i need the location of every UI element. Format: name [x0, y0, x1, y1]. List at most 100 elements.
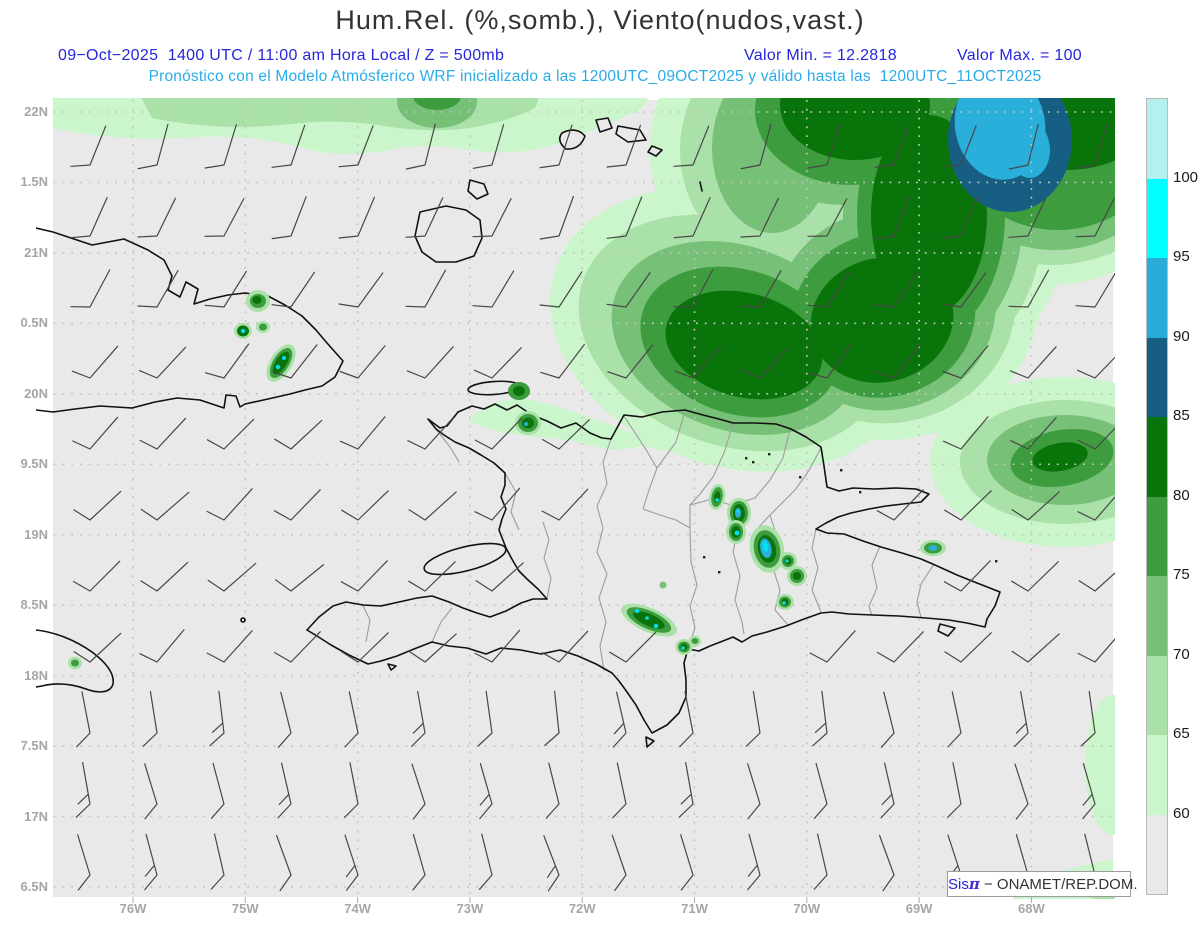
lon-label: 76W — [119, 901, 147, 916]
lat-label: 8.5N — [20, 597, 48, 613]
wind-barb — [474, 629, 521, 663]
wind-barb — [472, 270, 515, 308]
wind-barb — [205, 343, 250, 379]
wind-barb — [140, 491, 190, 521]
wind-barb — [204, 270, 247, 308]
wind-barb — [137, 197, 176, 238]
wind-barb — [479, 763, 493, 820]
wind-barb — [271, 271, 316, 308]
wind-barb — [206, 630, 253, 663]
lon-label: 70W — [793, 901, 821, 916]
wind-barb — [1008, 197, 1047, 238]
wind-barb — [411, 691, 426, 747]
wind-barb — [411, 763, 426, 820]
wind-barb — [340, 560, 388, 592]
wind-barb — [874, 196, 910, 240]
wind-barb — [472, 198, 512, 238]
saona-island — [937, 623, 956, 637]
wind-barb — [274, 419, 323, 450]
lon-label: 69W — [905, 901, 933, 916]
wind-barb — [271, 124, 306, 168]
lat-label: 0.5N — [20, 315, 48, 331]
cuba-coastline — [36, 227, 344, 413]
beata-island — [645, 736, 655, 748]
wind-barb — [277, 691, 292, 748]
wind-barb — [406, 346, 454, 379]
wind-barb — [541, 488, 589, 521]
colorbar-segment — [1147, 417, 1167, 497]
wind-barb — [338, 196, 375, 239]
wind-barb — [474, 487, 521, 521]
wind-barb — [142, 690, 158, 747]
wind-barb — [1014, 691, 1029, 747]
wind-barb — [539, 271, 583, 308]
lat-label: 21N — [24, 244, 48, 260]
wind-barb — [210, 762, 225, 819]
wind-barb — [606, 196, 643, 239]
wind-barb — [880, 691, 895, 748]
wind-barb — [606, 272, 651, 308]
wind-barb — [76, 691, 91, 748]
wind-barb — [475, 562, 524, 592]
colorbar-tick-label: 85 — [1173, 407, 1190, 424]
ile-a-vache — [387, 663, 397, 671]
wind-barb — [544, 690, 560, 747]
wind-barb — [338, 125, 374, 168]
lat-label: 7.5N — [20, 738, 48, 754]
wind-barb — [1011, 561, 1059, 592]
wind-barb — [75, 762, 91, 818]
wind-barb — [339, 345, 386, 379]
wind-barb — [70, 269, 111, 308]
wind-barb — [941, 272, 987, 308]
branding-org: − ONAMET/REP.DOM. — [979, 876, 1138, 893]
wind-barb — [70, 125, 107, 167]
wind-barb — [70, 197, 108, 239]
wind-barb — [206, 418, 255, 450]
wind-barb — [405, 269, 446, 308]
colorbar-tick-label: 80 — [1173, 486, 1190, 504]
wind-barb — [874, 271, 919, 308]
wind-barb — [876, 489, 924, 521]
wind-barb — [144, 833, 158, 891]
colorbar-tick-label: 100 — [1173, 168, 1199, 186]
wind-barb — [344, 691, 359, 748]
wind-barb — [275, 564, 325, 592]
forecast-datetime: 09−Oct−2025 1400 UTC / 11:00 am Hora Loc… — [58, 47, 505, 64]
wind-barb — [139, 629, 185, 663]
colorbar-segment — [1147, 655, 1167, 735]
coastlines-layer — [36, 117, 1001, 748]
wind-barb — [276, 834, 292, 892]
wind-barb — [277, 762, 292, 819]
lat-label: 6.5N — [20, 878, 48, 894]
grand-turk-island — [699, 181, 703, 192]
wind-barb — [944, 632, 992, 663]
wind-barb — [140, 561, 189, 592]
wind-barb — [1077, 356, 1115, 379]
lat-label: 9.5N — [20, 456, 48, 472]
wind-barb — [679, 691, 694, 748]
colorbar-segment — [1147, 735, 1167, 815]
wind-barb — [1011, 633, 1060, 663]
wind-barb — [71, 345, 119, 379]
wind-barb — [609, 631, 657, 663]
lon-label: 73W — [456, 901, 484, 916]
wind-barb — [1075, 198, 1115, 238]
great-inagua-island — [414, 205, 483, 263]
wind-barb — [1082, 763, 1096, 820]
wind-barb — [272, 344, 318, 379]
lat-label: 22N — [24, 104, 48, 119]
wind-barb — [474, 347, 522, 379]
wind-barb — [204, 198, 245, 237]
colorbar-segment — [1147, 814, 1167, 894]
wind-barb — [72, 416, 119, 450]
page-title: Hum.Rel. (%,somb.), Viento(nudos,vast.) — [335, 5, 865, 35]
colorbar-tick-label: 60 — [1173, 804, 1190, 822]
wind-barb — [204, 124, 237, 169]
colorbar-tick-label: 70 — [1173, 645, 1190, 663]
wind-barb — [340, 416, 386, 450]
wind-barbs-layer — [70, 123, 1115, 892]
wind-barb — [745, 690, 761, 747]
wind-barb — [540, 343, 585, 379]
wind-barb — [412, 834, 426, 891]
